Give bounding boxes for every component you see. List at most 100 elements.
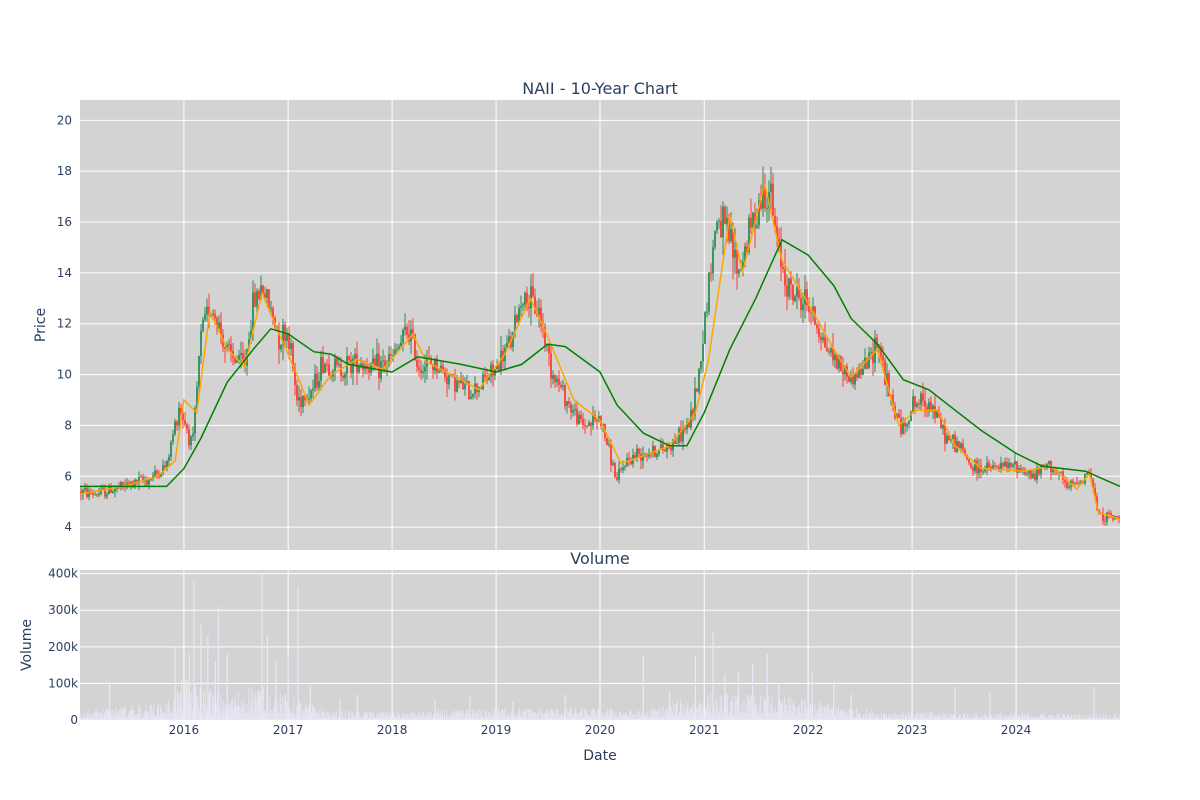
volume-bar — [775, 712, 777, 720]
volume-bar — [709, 710, 711, 720]
volume-bar — [106, 707, 107, 720]
candle-body — [316, 373, 318, 388]
candle-body — [842, 371, 844, 375]
volume-bar — [679, 711, 680, 720]
candle-body — [544, 327, 546, 346]
volume-bar — [740, 709, 742, 720]
candle-body — [400, 342, 402, 347]
candle-body — [910, 411, 912, 422]
candle-body — [488, 376, 490, 381]
candle-body — [174, 421, 176, 435]
candle-body — [580, 414, 582, 419]
candle-body — [550, 353, 552, 379]
candle-body — [960, 443, 962, 449]
volume-bar — [682, 715, 684, 720]
candle-body — [468, 381, 470, 400]
volume-bar — [1104, 718, 1106, 720]
volume-bar — [741, 703, 743, 720]
volume-bar — [854, 716, 856, 720]
volume-bar — [628, 715, 629, 720]
volume-bar — [233, 708, 234, 720]
volume-bar — [420, 717, 421, 720]
candle-body — [990, 467, 992, 469]
candle-body — [858, 368, 860, 378]
volume-bar — [1111, 718, 1113, 720]
candle-body — [666, 444, 668, 452]
volume-bar — [632, 714, 634, 720]
volume-bar — [564, 694, 566, 720]
volume-bar — [553, 711, 555, 720]
candle-body — [558, 378, 560, 385]
volume-bar — [821, 706, 823, 720]
candle-body — [496, 365, 498, 370]
volume-bar — [903, 718, 905, 720]
volume-bar — [423, 711, 425, 720]
candle-body — [962, 443, 964, 450]
volume-bar — [318, 713, 320, 720]
volume-bar — [929, 713, 931, 720]
candle-body — [358, 365, 360, 373]
volume-bar — [867, 718, 869, 720]
volume-bar — [704, 714, 705, 720]
volume-bar — [109, 681, 111, 720]
volume-bar — [728, 715, 729, 720]
volume-bar — [411, 711, 413, 720]
volume-bar — [785, 705, 787, 720]
volume-bar — [559, 713, 561, 720]
candle-body — [324, 364, 326, 373]
volume-bar — [989, 692, 991, 720]
volume-bar — [743, 700, 745, 720]
candle-body — [852, 375, 854, 385]
candle-body — [192, 433, 194, 437]
candle-body — [732, 228, 734, 258]
volume-bar — [902, 712, 904, 720]
volume-bar — [246, 703, 248, 720]
candle-body — [926, 406, 928, 412]
volume-bar — [956, 718, 958, 720]
volume-bar — [974, 712, 976, 720]
candle-body — [680, 428, 682, 442]
volume-bar — [274, 698, 276, 720]
volume-bar — [479, 708, 481, 720]
volume-bar — [296, 705, 298, 720]
candle-body — [638, 448, 640, 454]
candle-body — [398, 346, 400, 350]
volume-bar — [482, 716, 484, 720]
candle-body — [590, 422, 592, 426]
volume-bar — [350, 718, 352, 720]
volume-bar — [458, 711, 460, 720]
volume-bar — [701, 704, 702, 720]
price-y-tick-label: 4 — [64, 520, 72, 534]
volume-bar — [104, 712, 105, 720]
volume-bar — [297, 586, 299, 720]
volume-bar — [495, 716, 496, 720]
volume-bar — [439, 710, 441, 720]
volume-bar — [958, 713, 960, 720]
candle-body — [1030, 469, 1032, 478]
volume-bar — [657, 712, 659, 720]
volume-bar — [188, 695, 190, 720]
candle-body — [660, 444, 662, 450]
volume-bar — [1106, 717, 1108, 720]
candle-body — [896, 413, 898, 418]
candle-body — [298, 397, 300, 401]
volume-bar — [531, 711, 533, 720]
volume-bar — [719, 694, 721, 720]
candle-body — [254, 292, 256, 307]
volume-bar — [1045, 716, 1047, 720]
volume-bar — [177, 692, 179, 720]
candle-body — [606, 437, 608, 445]
candle-body — [1020, 468, 1022, 471]
candle-body — [828, 351, 830, 353]
volume-bar — [1085, 718, 1087, 720]
volume-bar — [1039, 717, 1040, 720]
candle-body — [744, 246, 746, 263]
volume-bar — [680, 699, 681, 720]
volume-bar — [762, 713, 764, 720]
volume-bar — [346, 717, 348, 720]
volume-bar — [891, 717, 893, 720]
volume-bar — [95, 709, 97, 720]
volume-bar — [817, 714, 819, 720]
price-y-tick-labels: 4 6 8 10 12 14 16 18 20 — [57, 113, 72, 534]
volume-bar — [352, 711, 354, 720]
